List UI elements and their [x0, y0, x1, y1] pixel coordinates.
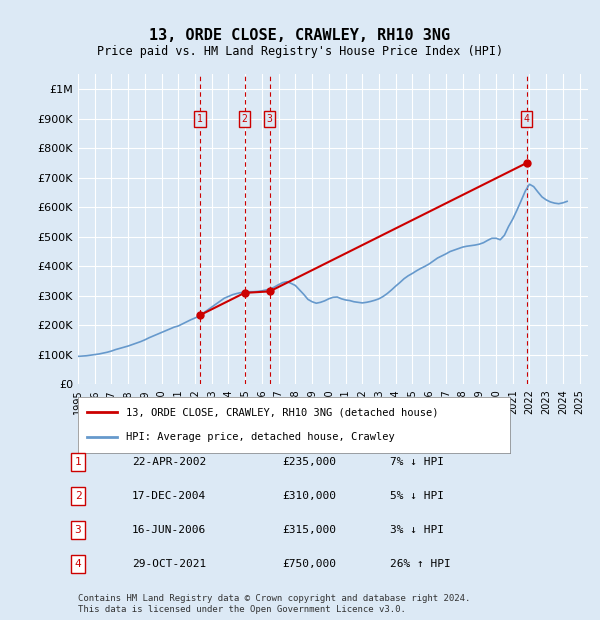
Text: 13, ORDE CLOSE, CRAWLEY, RH10 3NG (detached house): 13, ORDE CLOSE, CRAWLEY, RH10 3NG (detac…: [125, 407, 438, 417]
Text: 29-OCT-2021: 29-OCT-2021: [132, 559, 206, 569]
Text: 1: 1: [74, 457, 82, 467]
Point: [522, 158, 532, 168]
Text: 3: 3: [266, 113, 272, 123]
Text: 26% ↑ HPI: 26% ↑ HPI: [390, 559, 451, 569]
Text: Price paid vs. HM Land Registry's House Price Index (HPI): Price paid vs. HM Land Registry's House …: [97, 45, 503, 58]
Text: HPI: Average price, detached house, Crawley: HPI: Average price, detached house, Craw…: [125, 432, 394, 442]
Point: [196, 310, 205, 320]
Text: 17-DEC-2004: 17-DEC-2004: [132, 491, 206, 501]
Text: 13, ORDE CLOSE, CRAWLEY, RH10 3NG: 13, ORDE CLOSE, CRAWLEY, RH10 3NG: [149, 28, 451, 43]
Point: [265, 286, 274, 296]
Text: £310,000: £310,000: [282, 491, 336, 501]
Text: 16-JUN-2006: 16-JUN-2006: [132, 525, 206, 535]
Text: 2: 2: [242, 113, 247, 123]
Text: 2: 2: [74, 491, 82, 501]
Text: 4: 4: [524, 113, 530, 123]
Text: Contains HM Land Registry data © Crown copyright and database right 2024.
This d: Contains HM Land Registry data © Crown c…: [78, 595, 470, 614]
Text: 3: 3: [74, 525, 82, 535]
Text: 1: 1: [197, 113, 203, 123]
Text: 22-APR-2002: 22-APR-2002: [132, 457, 206, 467]
Text: £750,000: £750,000: [282, 559, 336, 569]
Text: 3% ↓ HPI: 3% ↓ HPI: [390, 525, 444, 535]
Text: 7% ↓ HPI: 7% ↓ HPI: [390, 457, 444, 467]
Text: £235,000: £235,000: [282, 457, 336, 467]
Text: 5% ↓ HPI: 5% ↓ HPI: [390, 491, 444, 501]
Point: [240, 288, 250, 298]
Text: £315,000: £315,000: [282, 525, 336, 535]
Text: 4: 4: [74, 559, 82, 569]
